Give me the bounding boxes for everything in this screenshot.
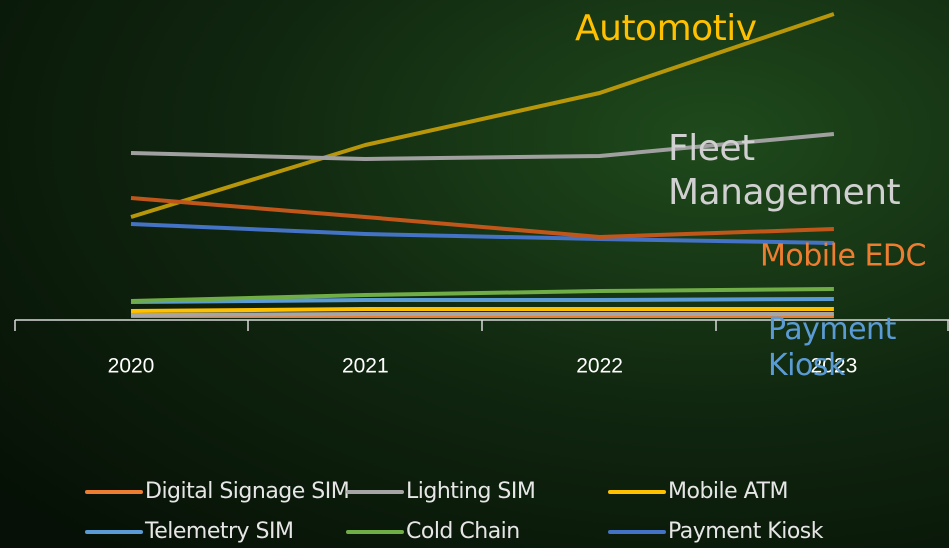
series-line	[130, 307, 834, 313]
legend-label: Telemetry SIM	[144, 519, 293, 544]
legend-item: Payment Kiosk	[608, 519, 824, 544]
series-line	[130, 312, 834, 317]
series-line	[130, 222, 834, 245]
legend-item: Cold Chain	[346, 519, 520, 544]
end-label-line: Payment	[768, 312, 897, 347]
x-axis	[14, 319, 949, 331]
legend-label: Digital Signage SIM	[145, 479, 349, 504]
end-label-line: Kiosk	[768, 348, 846, 383]
legend-label: Cold Chain	[406, 519, 520, 544]
end-label: Automotiv	[575, 8, 757, 49]
legend-item: Digital Signage SIM	[85, 479, 350, 504]
x-tick-label: 2021	[342, 355, 389, 378]
legend-item: Mobile ATM	[608, 479, 788, 504]
end-label-line: Management	[668, 172, 901, 213]
legend-label: Lighting SIM	[406, 479, 535, 504]
x-tick-label: 2022	[576, 355, 623, 378]
series-line	[130, 287, 834, 303]
end-label: Fleet Management	[668, 128, 901, 213]
series-line	[130, 12, 835, 219]
legend-label: Payment Kiosk	[668, 519, 824, 544]
end-label: Mobile EDC	[760, 239, 926, 274]
end-label: Payment Kiosk	[768, 312, 897, 383]
x-tick-label: 2020	[108, 355, 155, 378]
series-line	[130, 196, 834, 239]
series-line	[130, 297, 834, 304]
end-label-line: Fleet	[668, 128, 755, 169]
series-line	[130, 132, 835, 161]
legend-item: Telemetry SIM	[85, 519, 294, 544]
legend-label: Mobile ATM	[668, 479, 788, 504]
legend-item: Lighting SIM	[346, 479, 536, 504]
x-tick-label: 2023	[811, 355, 858, 378]
